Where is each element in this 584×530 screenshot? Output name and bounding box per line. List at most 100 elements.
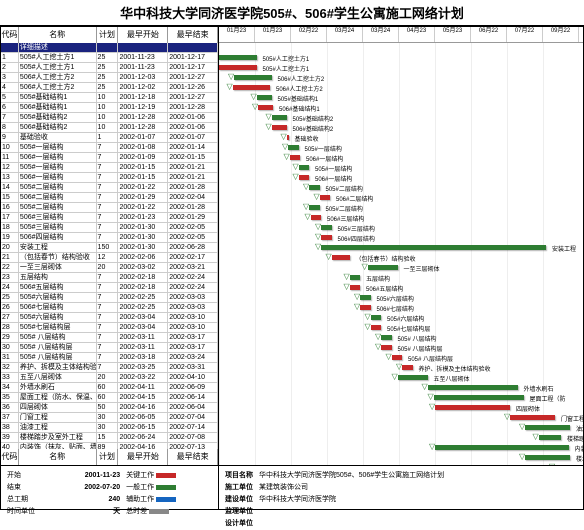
bar-label: 505# 八层结构层 [398,344,443,353]
table-row[interactable]: 31505# 八层结构层72002-03-182002-03-24 [1,353,218,363]
gantt-bar[interactable] [350,275,361,280]
table-row[interactable]: 10505#一层结构72002-01-082002-01-14 [1,143,218,153]
gantt-bar[interactable] [398,375,428,380]
gantt-bar[interactable] [257,95,272,100]
bar-label: 四层砌体 [516,404,540,413]
gantt-bar[interactable] [510,415,555,420]
bar-label: 外墙水刷石 [524,384,554,393]
gantt-bar[interactable] [321,245,546,250]
gantt-bar[interactable] [368,265,398,270]
table-row[interactable]: 32养护、拆模及主体结构验收72002-03-252002-03-31 [1,363,218,373]
gantt-bar[interactable] [360,295,371,300]
gantt-bar[interactable] [525,425,570,430]
table-row[interactable]: 24506#五层结构72002-02-182002-02-24 [1,283,218,293]
bar-label: 505#基础结构1 [278,94,319,103]
gantt-bar[interactable] [360,305,371,310]
gantt-bar[interactable] [311,215,322,220]
gantt-bar[interactable] [381,345,392,350]
bar-label: 506#基础结构1 [279,104,320,113]
table-row[interactable]: 3506#人工挖土方2252001-12-032001-12-27 [1,73,218,83]
gantt-bar[interactable] [320,195,331,200]
gantt-bar[interactable] [299,165,310,170]
bar-label: 屋面工程（防 [530,394,566,403]
gantt-bar[interactable] [321,225,332,230]
table-row[interactable]: 20安装工程1502002-01-302002-06-28 [1,243,218,253]
gantt-bar[interactable] [350,285,361,290]
gantt-bar[interactable] [381,335,392,340]
gantt-bar[interactable] [234,75,272,80]
gantt-bar[interactable] [272,115,287,120]
table-row[interactable]: 16505#二层结构72002-01-222002-01-28 [1,203,218,213]
table-row[interactable]: 1505#人工挖土方1252001-11-232001-12-17 [1,53,218,63]
table-row[interactable]: 35屋面工程（防水、保温、屋602002-04-152002-06-14 [1,393,218,403]
table-row[interactable]: 25505#六层结构72002-02-252002-03-03 [1,293,218,303]
table-row[interactable]: 13506#一层结构72002-01-152002-01-21 [1,173,218,183]
table-row[interactable]: 36四层砌体502002-04-162002-06-04 [1,403,218,413]
task-table: 代码 名称 计划时长 最早开始 最早结束 详细描述1505#人工挖土方12520… [1,27,219,465]
table-row[interactable]: 39楼梯踏步及室外工程152002-06-242002-07-08 [1,433,218,443]
table-row[interactable]: 27505#六层结构72002-03-042002-03-10 [1,313,218,323]
table-row[interactable]: 5505#基础结构1102001-12-182001-12-27 [1,93,218,103]
gantt-bar[interactable] [539,435,562,440]
footer: 开始2001-11-23关键工作结束2002-07-20一般工作总工期240辅助… [0,466,584,510]
table-row[interactable]: 37门窗工程302002-06-052002-07-04 [1,413,218,423]
table-row[interactable]: 8506#基础结构2102001-12-282002-01-06 [1,123,218,133]
gantt-bar[interactable] [321,235,332,240]
gantt-bar[interactable] [287,135,289,140]
gantt-bar[interactable] [288,145,299,150]
bar-label: 505#一层结构 [315,164,352,173]
gantt-bar[interactable] [371,325,382,330]
main-container: 代码 名称 计划时长 最早开始 最早结束 详细描述1505#人工挖土方12520… [0,26,584,466]
gantt-bar[interactable] [392,355,403,360]
gantt-bar[interactable] [290,155,301,160]
table-row[interactable]: 17506#三层结构72002-01-232002-01-29 [1,213,218,223]
footer-right: 项目名称华中科技大学同济医学院505#、506#学生公寓施工网络计划施工单位某建… [219,466,583,509]
gantt-bar[interactable] [371,315,382,320]
table-row[interactable]: 15506#二层结构72002-01-292002-02-04 [1,193,218,203]
table-row[interactable]: 11506#一层结构72002-01-092002-01-15 [1,153,218,163]
bar-label: 505#七层结构层 [387,324,430,333]
table-row[interactable]: 29505# 八层结构72002-03-112002-03-17 [1,333,218,343]
gantt-bar[interactable] [332,255,350,260]
table-row[interactable]: 12505#一层结构72002-01-152002-01-21 [1,163,218,173]
table-row[interactable]: 9基础验收12002-01-072002-01-07 [1,133,218,143]
table-row[interactable]: 26506#七层结构72002-02-252002-03-03 [1,303,218,313]
bar-label: 505#六层结构 [387,314,424,323]
table-row[interactable]: 28505#七层结构层72002-03-042002-03-10 [1,323,218,333]
bar-label: 楼地面工程 [576,454,583,463]
gantt-bar[interactable] [525,455,570,460]
bar-label: 505#二层结构 [326,204,363,213]
table-row[interactable]: 23五层结构72002-02-182002-02-24 [1,273,218,283]
gantt-bar[interactable] [233,85,271,90]
table-row[interactable]: 33五至八层砌体202002-03-222002-04-10 [1,373,218,383]
table-row[interactable]: 19506#四层结构72002-01-302002-02-05 [1,233,218,243]
gantt-bar[interactable] [402,365,413,370]
bar-label: 506#一层结构 [306,154,343,163]
gantt-bar[interactable] [435,445,569,450]
table-row[interactable]: 2505#人工挖土方1252001-11-232001-12-17 [1,63,218,73]
gantt-bar[interactable] [428,385,518,390]
gantt-bar[interactable] [272,125,287,130]
gantt-bar[interactable] [219,55,257,60]
table-row[interactable]: 30505# 八层结构层72002-03-112002-03-17 [1,343,218,353]
gantt-bar[interactable] [435,405,510,410]
col-end-f: 最早结束 [168,449,218,465]
table-row[interactable]: 34外墙水刷石602002-04-112002-06-09 [1,383,218,393]
table-row[interactable]: 7505#基础结构2102001-12-282002-01-06 [1,113,218,123]
col-code-f: 代码 [1,449,19,465]
col-start-f: 最早开始 [118,449,168,465]
table-row[interactable]: 18505#三层结构72002-01-302002-02-05 [1,223,218,233]
table-row[interactable]: 4506#人工挖土方2252001-12-022001-12-26 [1,83,218,93]
gantt-bar[interactable] [309,185,320,190]
gantt-header: 01月2301月2302月2203月2403月2404月2305月2306月22… [219,27,583,43]
gantt-bar[interactable] [309,205,320,210]
table-row[interactable]: 14505#二层结构72002-01-222002-01-28 [1,183,218,193]
table-row[interactable]: 21（包括春节）结构验收122002-02-062002-02-17 [1,253,218,263]
gantt-bar[interactable] [434,395,524,400]
gantt-bar[interactable] [258,105,273,110]
table-row[interactable]: 6506#基础结构1102001-12-192001-12-28 [1,103,218,113]
table-row[interactable]: 22一至三层砌体202002-03-022002-03-21 [1,263,218,273]
gantt-bar[interactable] [219,65,257,70]
table-row[interactable]: 38油漆工程302002-06-152002-07-14 [1,423,218,433]
gantt-bar[interactable] [299,175,310,180]
